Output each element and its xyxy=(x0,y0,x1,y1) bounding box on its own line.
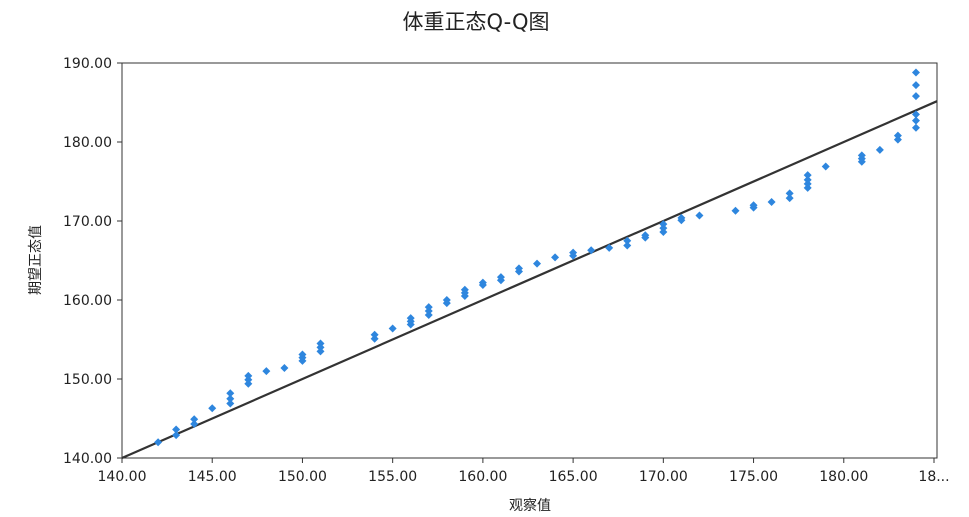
data-point xyxy=(569,248,578,257)
data-point xyxy=(442,296,451,304)
y-tick-label: 180.00 xyxy=(63,135,112,151)
data-point xyxy=(623,236,632,245)
data-point xyxy=(262,367,271,376)
y-axis-label: 期望正态值 xyxy=(28,225,44,295)
data-point xyxy=(460,285,469,294)
data-point xyxy=(641,231,650,240)
data-point xyxy=(821,162,830,171)
x-axis-label: 观察值 xyxy=(509,497,551,514)
data-point xyxy=(749,201,758,210)
data-point xyxy=(154,438,163,447)
data-point xyxy=(659,220,668,229)
x-tick-label: 18... xyxy=(918,469,949,485)
x-tick-label: 160.00 xyxy=(458,469,507,485)
x-tick-label: 165.00 xyxy=(549,469,598,485)
data-point xyxy=(226,399,235,408)
data-point xyxy=(172,425,181,434)
data-point xyxy=(244,371,253,380)
data-point xyxy=(298,350,307,359)
y-tick-label: 170.00 xyxy=(63,214,112,230)
data-point xyxy=(731,206,740,215)
data-point xyxy=(857,151,866,160)
data-point xyxy=(767,198,776,207)
x-tick-label: 140.00 xyxy=(98,469,147,485)
data-point xyxy=(280,363,289,372)
data-point xyxy=(695,211,704,220)
reference-line xyxy=(121,100,938,460)
data-point xyxy=(803,171,812,180)
data-point xyxy=(893,131,902,140)
y-axis: 140.00 150.00 160.00 170.00 180.00 190.00 xyxy=(63,56,122,467)
plot-frame xyxy=(121,62,938,459)
y-tick-label: 160.00 xyxy=(63,293,112,309)
x-tick-label: 180.00 xyxy=(819,469,868,485)
data-point xyxy=(605,243,614,252)
x-tick-label: 175.00 xyxy=(729,469,778,485)
data-point xyxy=(496,273,505,282)
data-point xyxy=(785,194,794,203)
data-point xyxy=(911,81,920,90)
data-point xyxy=(226,394,235,403)
data-point xyxy=(911,68,920,77)
data-point xyxy=(208,404,217,413)
x-axis: 140.00 145.00 150.00 155.00 160.00 165.00 170.… xyxy=(98,458,950,485)
data-point xyxy=(406,314,415,323)
y-tick-label: 150.00 xyxy=(63,372,112,388)
data-point xyxy=(424,303,433,312)
data-point xyxy=(190,420,199,429)
x-tick-label: 145.00 xyxy=(188,469,237,485)
data-point xyxy=(911,92,920,101)
data-point xyxy=(388,324,397,333)
data-point xyxy=(514,264,523,273)
data-point xyxy=(623,241,632,250)
data-point xyxy=(316,339,325,348)
data-point xyxy=(551,253,560,262)
data-point xyxy=(803,175,812,184)
x-tick-label: 170.00 xyxy=(639,469,688,485)
data-point xyxy=(785,189,794,198)
chart-title: 体重正态Q-Q图 xyxy=(403,10,550,34)
data-point xyxy=(875,145,884,154)
x-tick-label: 150.00 xyxy=(278,469,327,485)
data-point xyxy=(911,116,920,125)
data-point xyxy=(911,123,920,132)
data-point xyxy=(226,389,235,398)
data-point xyxy=(587,246,596,255)
data-point xyxy=(370,330,379,339)
data-point xyxy=(478,278,487,287)
x-tick-label: 155.00 xyxy=(368,469,417,485)
data-point xyxy=(677,213,686,222)
data-point xyxy=(172,431,181,440)
data-point xyxy=(911,110,920,119)
data-point xyxy=(190,415,199,424)
y-tick-label: 140.00 xyxy=(63,451,112,467)
data-points xyxy=(154,68,920,447)
y-tick-label: 190.00 xyxy=(63,56,112,72)
data-point xyxy=(533,259,542,268)
